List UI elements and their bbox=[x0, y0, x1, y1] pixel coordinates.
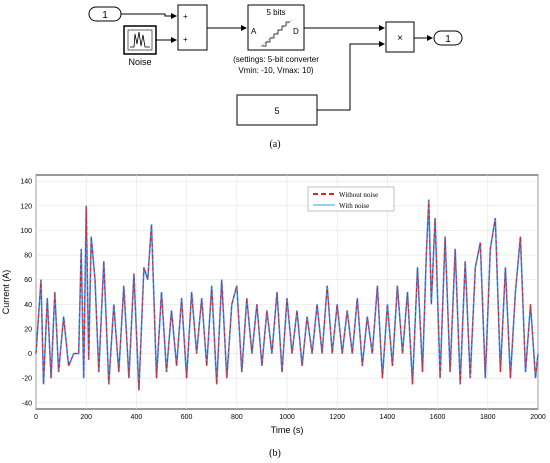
product-symbol: × bbox=[397, 33, 403, 44]
noise-block[interactable] bbox=[123, 25, 157, 55]
legend: Without noise With noise bbox=[307, 186, 395, 212]
x-tick-label: 1800 bbox=[480, 414, 496, 421]
x-tick-label: 2000 bbox=[530, 414, 546, 421]
y-tick-label: 60 bbox=[24, 277, 32, 284]
converter-block[interactable]: 5 bits A D bbox=[247, 4, 305, 51]
legend-label-without-noise: Without noise bbox=[339, 191, 378, 199]
noise-label: Noise bbox=[128, 57, 151, 67]
y-axis-label: Current (A) bbox=[1, 270, 11, 315]
series-lines bbox=[35, 199, 539, 391]
y-tick-label: 140 bbox=[20, 179, 32, 186]
converter-settings-line2: Vmin: -10, Vmax: 10) bbox=[238, 66, 313, 75]
tick-labels: 0 200 400 600 800 1000 1200 1400 1600 1800 2000-40… bbox=[20, 179, 546, 421]
converter-port-a: A bbox=[251, 27, 257, 36]
converter-settings-line1: (settings: 5-bit converter bbox=[233, 55, 319, 64]
converter-title: 5 bits bbox=[266, 8, 285, 17]
constant-value: 5 bbox=[274, 106, 279, 116]
legend-label-with-noise: With noise bbox=[339, 202, 369, 210]
y-tick-label: 20 bbox=[24, 326, 32, 333]
x-tick-label: 1000 bbox=[279, 414, 295, 421]
x-tick-label: 600 bbox=[181, 414, 193, 421]
x-axis-label: Time (s) bbox=[271, 425, 304, 435]
sum-sign-2: + bbox=[183, 35, 188, 44]
staircase-icon bbox=[262, 21, 290, 47]
caption-a: (a) bbox=[269, 139, 281, 150]
x-tick-label: 800 bbox=[231, 414, 243, 421]
y-tick-label: -40 bbox=[22, 400, 32, 407]
outport-label: 1 bbox=[445, 34, 451, 45]
x-tick-label: 1400 bbox=[380, 414, 396, 421]
x-tick-label: 400 bbox=[131, 414, 143, 421]
y-tick-label: 120 bbox=[20, 203, 32, 210]
sum-sign-1: + bbox=[183, 12, 188, 21]
y-tick-label: -20 bbox=[22, 376, 32, 383]
sum-block[interactable]: + + bbox=[177, 4, 208, 51]
series-line-without-noise bbox=[35, 199, 539, 391]
x-tick-label: 200 bbox=[80, 414, 92, 421]
converter-port-d: D bbox=[293, 27, 299, 36]
x-tick-label: 0 bbox=[34, 414, 38, 421]
caption-b: (b) bbox=[269, 448, 281, 459]
x-tick-label: 1200 bbox=[329, 414, 345, 421]
x-tick-label: 1600 bbox=[430, 414, 446, 421]
simulink-block-diagram: 1 Noise + + 5 bits A D (settings: 5-bit … bbox=[88, 4, 463, 126]
inport-block[interactable]: 1 bbox=[88, 6, 122, 22]
product-block[interactable]: × bbox=[385, 21, 415, 53]
noise-waveform-icon bbox=[130, 31, 150, 48]
current-chart: 0 200 400 600 800 1000 1200 1400 1600 1800 2000-40… bbox=[1, 174, 546, 435]
outport-block[interactable]: 1 bbox=[433, 30, 463, 46]
y-tick-label: 100 bbox=[20, 228, 32, 235]
constant-block[interactable]: 5 bbox=[236, 94, 318, 126]
inport-label: 1 bbox=[102, 10, 108, 21]
signal-lines bbox=[121, 13, 433, 111]
y-tick-label: 40 bbox=[24, 302, 32, 309]
y-tick-label: 0 bbox=[28, 351, 32, 358]
y-tick-label: 80 bbox=[24, 253, 32, 260]
